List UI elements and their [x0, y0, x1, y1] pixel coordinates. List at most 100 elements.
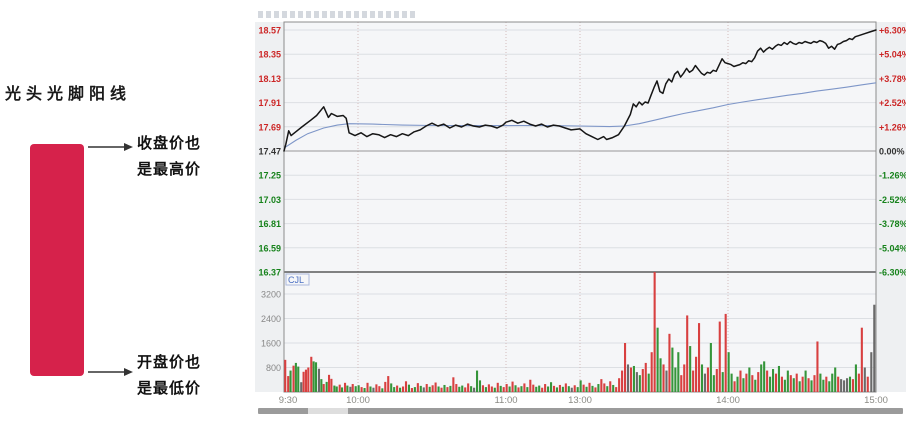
volume-bar: [757, 372, 760, 392]
right-axis-gutter: [876, 22, 906, 392]
pct-axis-label: -6.30%: [879, 268, 906, 278]
volume-bar: [490, 386, 493, 392]
volume-bar: [381, 388, 384, 392]
volume-bar: [822, 379, 825, 392]
volume-bar: [807, 378, 810, 392]
close-note-line1: 收盘价也: [137, 135, 202, 152]
candlestick-lesson-panel: 光头光脚阳线 收盘价也 是最高价 开盘价也 是最低价: [0, 0, 255, 437]
volume-bar: [813, 375, 816, 392]
volume-pane-label: CJL: [288, 275, 304, 285]
volume-bar: [514, 385, 517, 392]
volume-bar: [349, 386, 352, 392]
volume-bar: [357, 385, 360, 392]
volume-bar: [703, 373, 707, 392]
intraday-chart[interactable]: 18.57 18.35 18.13 17.91 17.69 17.47 17.25 17.03…: [255, 0, 906, 437]
volume-bar: [558, 384, 561, 392]
volume-bar: [346, 385, 349, 392]
volume-bar: [739, 370, 742, 392]
volume-bar: [343, 382, 347, 392]
volume-bar: [656, 327, 659, 392]
volume-bar: [638, 375, 641, 392]
volume-bar: [478, 380, 482, 392]
volume-bar: [831, 373, 834, 392]
volume-bar: [481, 385, 485, 392]
volume-bar: [632, 365, 635, 392]
price-line: [283, 29, 877, 152]
volume-bar: [393, 387, 396, 392]
price-axis-label: 16.37: [258, 268, 281, 278]
volume-bar: [766, 370, 769, 392]
volume-bar: [686, 315, 689, 392]
volume-bar: [307, 367, 310, 392]
volume-bar: [700, 364, 704, 392]
volume-bar: [653, 272, 656, 392]
volume-bar: [354, 386, 357, 392]
volume-bar: [375, 384, 378, 392]
volume-bar: [585, 386, 588, 392]
volume-axis-label: 3200: [261, 290, 281, 300]
volume-bar: [795, 373, 798, 392]
volume-bar: [314, 362, 318, 392]
volume-bar: [848, 376, 852, 392]
volume-bar: [473, 387, 476, 392]
close-note-line2: 是最高价: [137, 161, 202, 178]
volume-bar: [294, 362, 297, 392]
volume-bar: [526, 387, 529, 392]
volume-bar: [404, 381, 408, 392]
volume-bar: [410, 388, 413, 392]
volume-bar: [626, 364, 630, 392]
chart-plot-area[interactable]: [284, 22, 876, 392]
volume-bar: [840, 379, 843, 392]
volume-bar: [834, 367, 837, 392]
price-axis-label: 17.47: [258, 147, 281, 157]
volume-axis-label: 800: [266, 363, 281, 373]
volume-bar: [873, 304, 876, 392]
volume-bar: [443, 384, 446, 392]
pct-axis-label: +2.52%: [879, 98, 906, 108]
open-note-line1: 开盘价也: [137, 354, 202, 371]
price-axis-label: 17.69: [258, 122, 281, 132]
pct-axis-label: -5.04%: [879, 243, 906, 253]
price-axis-label: 18.57: [258, 26, 281, 36]
volume-bar: [317, 368, 321, 392]
volume-bar: [372, 387, 375, 392]
volume-bar: [452, 377, 455, 392]
volume-bar: [532, 384, 535, 392]
volume-bar: [736, 376, 739, 392]
volume-bar: [845, 378, 849, 392]
volume-bar: [650, 352, 653, 392]
volume-bar: [763, 361, 766, 392]
price-axis-label: 17.91: [258, 98, 281, 108]
scrollbar-thumb[interactable]: [308, 408, 348, 414]
volume-bar: [721, 372, 724, 392]
volume-bar: [576, 387, 579, 392]
volume-bar: [378, 386, 381, 392]
volume-bar: [384, 381, 387, 392]
volume-bar: [573, 385, 576, 392]
volume-bar: [487, 384, 490, 392]
volume-bar: [570, 387, 573, 392]
volume-bar: [461, 385, 464, 392]
volume-bar: [467, 383, 470, 392]
window-title-partial: [258, 11, 418, 18]
volume-bar: [597, 384, 600, 392]
volume-bar: [600, 379, 603, 392]
volume-bar: [366, 382, 369, 392]
volume-bar: [338, 384, 341, 392]
volume-bar: [416, 383, 419, 392]
volume-bar: [606, 386, 609, 392]
volume-bar: [816, 341, 819, 392]
volume-bar: [665, 370, 668, 392]
volume-bar: [680, 375, 683, 392]
volume-bar: [825, 376, 828, 392]
volume-bar: [437, 386, 440, 392]
volume-bar: [603, 383, 606, 392]
chart-scrollbar[interactable]: [258, 408, 903, 414]
volume-bar: [499, 385, 502, 392]
volume-bar: [697, 323, 701, 392]
volume-bar: [612, 384, 615, 392]
volume-bar: [837, 376, 840, 392]
volume-bar: [783, 379, 786, 392]
volume-bar: [312, 361, 315, 392]
price-axis-label: 16.81: [258, 219, 281, 229]
